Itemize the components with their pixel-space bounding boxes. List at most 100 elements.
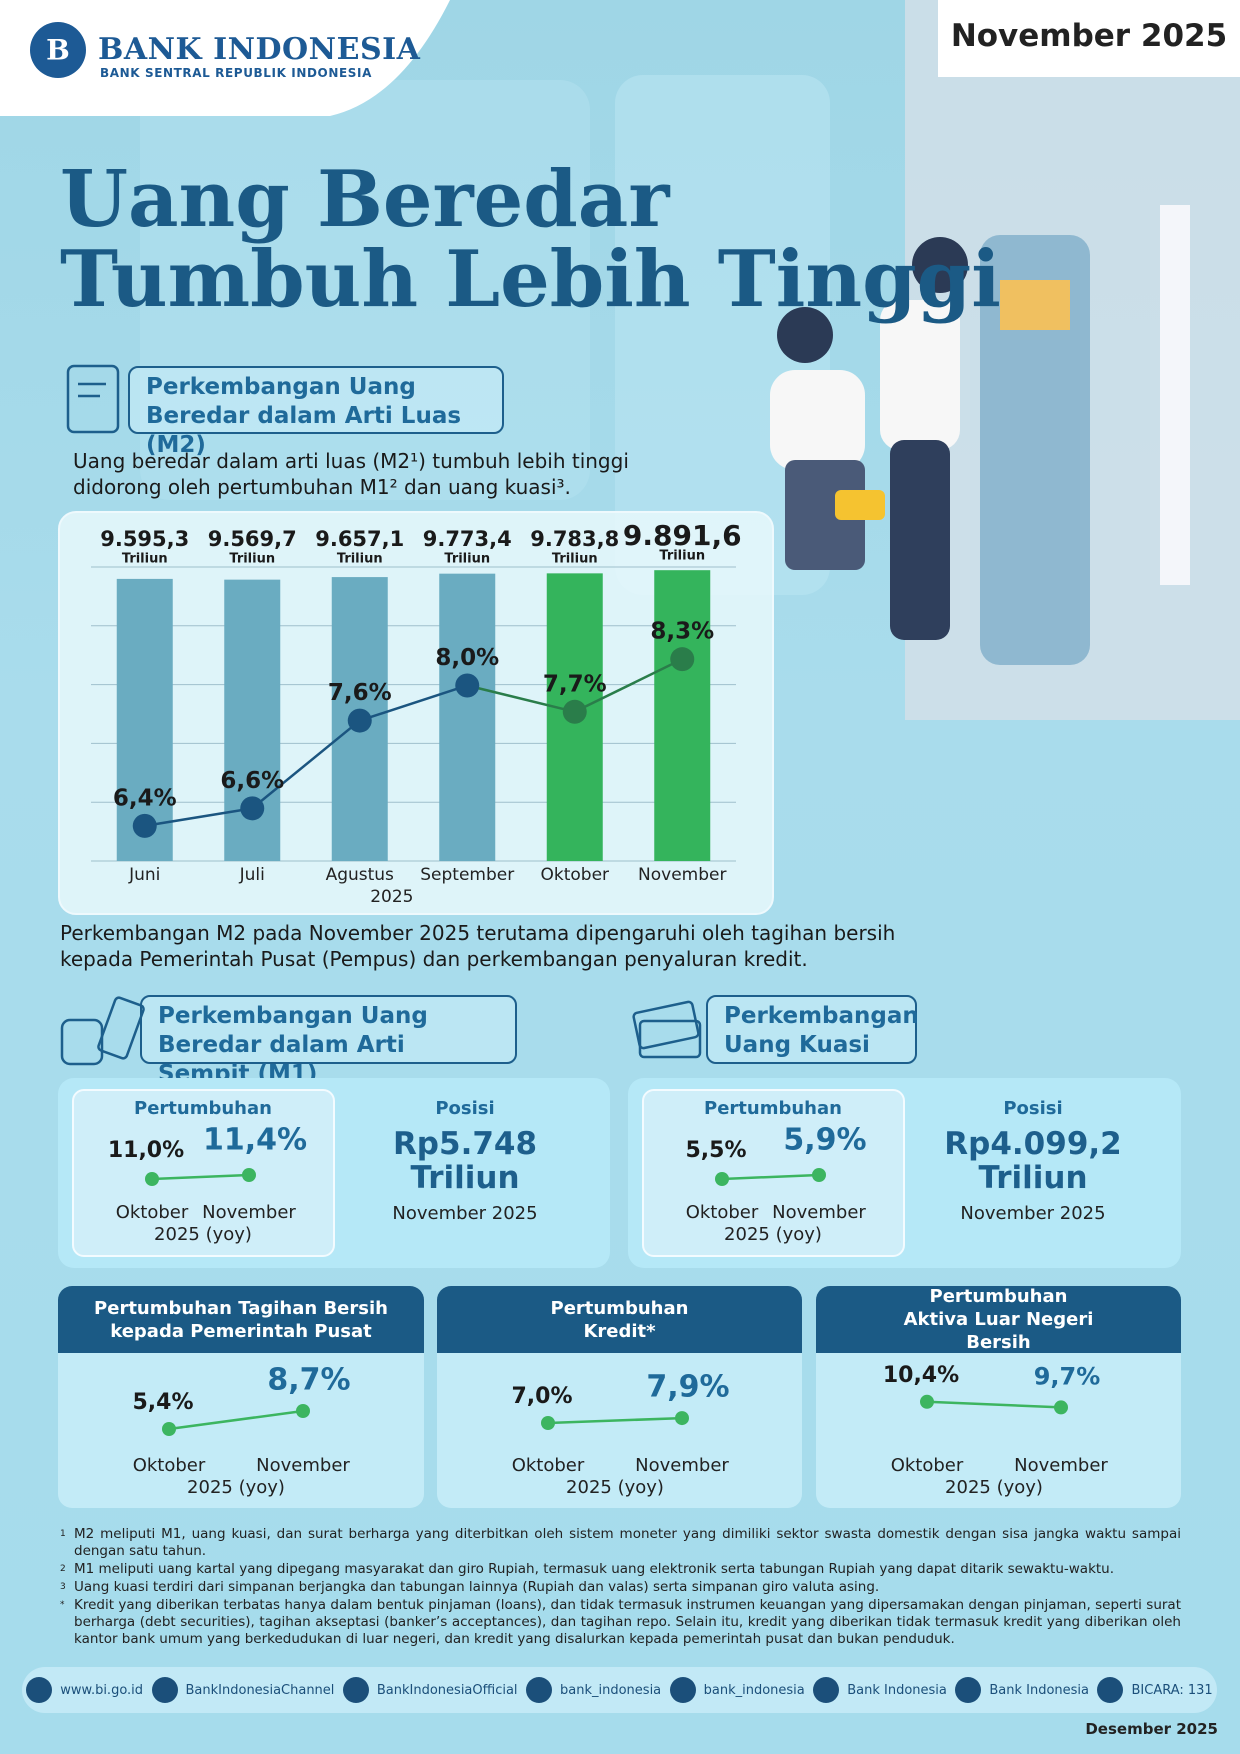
value-label: 7,9% bbox=[646, 1370, 729, 1405]
line-value-label: 6,4% bbox=[113, 785, 177, 811]
social-item: BankIndonesiaOfficial bbox=[342, 1677, 518, 1703]
x-axis-label: 2025 bbox=[370, 887, 413, 907]
value-label: 5,4% bbox=[132, 1390, 193, 1415]
bar bbox=[439, 573, 496, 861]
card-title: Pertumbuhan Aktiva Luar Negeri Bersih bbox=[816, 1286, 1181, 1353]
atm-screen bbox=[1000, 280, 1070, 330]
line-segment bbox=[144, 807, 253, 828]
person bbox=[890, 440, 950, 640]
line-segment bbox=[466, 684, 576, 714]
shelf bbox=[1160, 205, 1190, 585]
chart-title: Pertumbuhan bbox=[134, 1098, 272, 1119]
social-item: BICARA: 131 bbox=[1097, 1677, 1213, 1703]
card: Pertumbuhan Aktiva Luar Negeri Bersih 10… bbox=[816, 1286, 1181, 1508]
trend-line bbox=[547, 1416, 683, 1425]
bag bbox=[835, 490, 885, 520]
x-tick-label: Juli bbox=[239, 865, 265, 885]
title: Uang Beredar Tumbuh Lebih Tinggi bbox=[60, 160, 1001, 320]
line-point bbox=[240, 796, 265, 821]
point bbox=[675, 1411, 689, 1426]
footnote-mark: 2 bbox=[60, 1564, 66, 1574]
social-icon bbox=[526, 1677, 553, 1703]
social-label: Bank Indonesia bbox=[847, 1682, 947, 1698]
footnote: * Kredit yang diberikan terbatas hanya da… bbox=[60, 1597, 1181, 1648]
social-label: bank_indonesia bbox=[560, 1682, 662, 1698]
header-shape bbox=[0, 0, 450, 116]
icon-shape bbox=[66, 364, 120, 434]
date: November 2025 bbox=[950, 18, 1228, 54]
icon-shape bbox=[60, 1018, 104, 1066]
m1-chart: Pertumbuhan 11,0% Oktober 11,4% November2025… bbox=[108, 1098, 307, 1245]
footer-bar: www.bi.go.id BankIndonesiaChannel BankIndo… bbox=[22, 1667, 1217, 1713]
logo-mark: B bbox=[46, 34, 70, 67]
footnote-text: M1 meliputi uang kartal yang dipegang ma… bbox=[74, 1561, 1115, 1577]
bar-unit-label: Triliun bbox=[229, 552, 275, 567]
point bbox=[242, 1168, 256, 1182]
line-value-label: 8,3% bbox=[650, 619, 714, 645]
footnote-mark: 1 bbox=[60, 1529, 66, 1539]
value-label: 11,0% bbox=[108, 1138, 184, 1163]
point bbox=[162, 1422, 176, 1436]
footnote-text: M2 meliputi M1, uang kuasi, dan surat be… bbox=[74, 1526, 1181, 1559]
footnote-text: Uang kuasi terdiri dari simpanan berjang… bbox=[74, 1579, 880, 1595]
section-heading: Perkembangan Uang Kuasi bbox=[706, 995, 919, 1064]
x-axis-label: 2025 (yoy) bbox=[154, 1224, 252, 1245]
chart-title: Pertumbuhan bbox=[704, 1098, 842, 1119]
card-title: Pertumbuhan Tagihan Bersih kepada Pemeri… bbox=[58, 1286, 424, 1353]
point bbox=[715, 1172, 729, 1186]
x-tick-label: November bbox=[256, 1455, 350, 1476]
value-label: 5,5% bbox=[685, 1138, 746, 1163]
social-item: BankIndonesiaChannel bbox=[151, 1677, 334, 1703]
position-label: Posisi bbox=[435, 1098, 495, 1119]
inner-card bbox=[72, 1089, 335, 1257]
social-item: Bank Indonesia bbox=[813, 1677, 947, 1703]
section-heading: Perkembangan Uang Beredar dalam Arti Lua… bbox=[128, 366, 504, 458]
position-label: Posisi bbox=[1003, 1098, 1063, 1119]
footnote: 1 M2 meliputi M1, uang kuasi, dan surat b… bbox=[60, 1526, 1181, 1560]
x-tick-label: Oktober bbox=[686, 1202, 759, 1223]
bg-shape bbox=[615, 75, 830, 595]
line-point bbox=[670, 647, 695, 672]
icon bbox=[632, 1000, 702, 1059]
value-label: 7,0% bbox=[511, 1384, 572, 1409]
social-icon bbox=[151, 1677, 178, 1703]
footnote: 3 Uang kuasi terdiri dari simpanan berjan… bbox=[60, 1579, 1181, 1596]
icon bbox=[66, 364, 120, 434]
bar-unit-label: Triliun bbox=[552, 552, 598, 567]
line-value-label: 8,0% bbox=[435, 645, 499, 671]
icon-shape bbox=[632, 1000, 700, 1050]
icon-shape bbox=[638, 1019, 702, 1059]
point bbox=[1054, 1400, 1068, 1415]
bar-value-label: 9.569,7 bbox=[208, 527, 297, 551]
social-label: bank_indonesia bbox=[703, 1682, 805, 1698]
value-label: 10,4% bbox=[883, 1363, 959, 1388]
position-value: Rp4.099,2 Triliun bbox=[944, 1126, 1122, 1196]
logo-name: BANK INDONESIA bbox=[98, 32, 421, 67]
line-segment bbox=[359, 684, 468, 722]
logo-sub: BANK SENTRAL REPUBLIK INDONESIA bbox=[100, 66, 372, 80]
trend-line bbox=[168, 1409, 304, 1431]
icon bbox=[60, 996, 145, 1066]
line-point bbox=[347, 708, 372, 733]
social-label: Bank Indonesia bbox=[989, 1682, 1090, 1698]
value-label: 9,7% bbox=[1034, 1362, 1101, 1390]
x-tick-label: Oktober bbox=[133, 1455, 206, 1476]
line-segment bbox=[574, 658, 683, 713]
value-label: 11,4% bbox=[203, 1123, 307, 1158]
x-tick-label: November bbox=[635, 1455, 729, 1476]
card: Pertumbuhan Tagihan Bersih kepada Pemeri… bbox=[58, 1286, 424, 1508]
x-axis-label: 2025 (yoy) bbox=[945, 1477, 1043, 1498]
value-label: 8,7% bbox=[267, 1363, 350, 1398]
bar-value-label: 9.657,1 bbox=[315, 527, 404, 551]
atm bbox=[980, 235, 1090, 665]
footnote: 2 M1 meliputi uang kartal yang dipegang m… bbox=[60, 1561, 1181, 1578]
summary-text: Perkembangan M2 pada November 2025 terut… bbox=[60, 921, 896, 971]
x-tick-label: Oktober bbox=[891, 1455, 964, 1476]
social-icon bbox=[1097, 1677, 1124, 1703]
person bbox=[912, 237, 968, 293]
icon-shape bbox=[97, 996, 145, 1060]
x-axis-label: 2025 (yoy) bbox=[724, 1224, 822, 1245]
bar-unit-label: Triliun bbox=[122, 552, 168, 567]
